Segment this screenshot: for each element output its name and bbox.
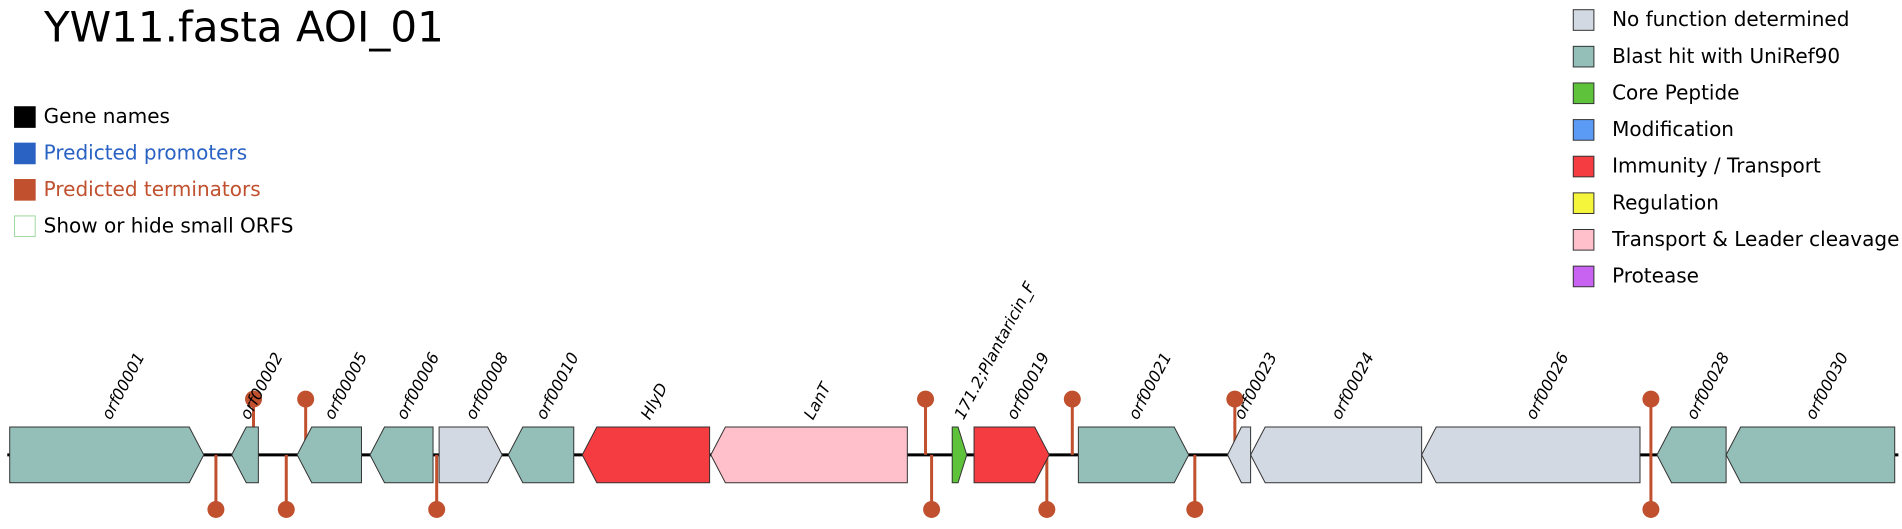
legend-label: Protease bbox=[1612, 264, 1699, 288]
gene[interactable] bbox=[369, 426, 434, 484]
legend-swatch bbox=[1572, 192, 1595, 214]
legend-label[interactable]: Show or hide small ORFS bbox=[44, 213, 294, 237]
gene-label[interactable]: orf00030 bbox=[1801, 349, 1852, 422]
legend-swatch bbox=[1572, 82, 1595, 105]
gene[interactable] bbox=[1077, 426, 1190, 484]
gene-label[interactable]: HlyD bbox=[637, 380, 672, 423]
gene[interactable] bbox=[581, 426, 711, 484]
legend-label: Modification bbox=[1612, 117, 1734, 141]
legend-swatch[interactable] bbox=[14, 106, 36, 128]
gene[interactable] bbox=[507, 426, 575, 484]
terminator[interactable] bbox=[917, 390, 935, 408]
legend-swatch bbox=[1572, 229, 1595, 251]
terminator[interactable] bbox=[1186, 500, 1204, 518]
terminator[interactable] bbox=[1642, 500, 1660, 518]
gene[interactable] bbox=[951, 426, 968, 484]
legend-swatch[interactable] bbox=[14, 142, 36, 165]
terminator[interactable] bbox=[923, 500, 941, 518]
terminator[interactable] bbox=[297, 390, 315, 408]
gene[interactable] bbox=[1421, 426, 1641, 484]
legend-label: No function determined bbox=[1612, 7, 1849, 31]
legend-label[interactable]: Gene names bbox=[44, 104, 170, 128]
terminator[interactable] bbox=[1226, 390, 1244, 408]
legend-label[interactable]: Predicted promoters bbox=[44, 141, 247, 165]
legend-label[interactable]: Predicted terminators bbox=[44, 177, 261, 201]
gene[interactable] bbox=[438, 426, 503, 484]
gene[interactable] bbox=[1250, 426, 1423, 484]
gene[interactable] bbox=[710, 426, 908, 484]
gene-label[interactable]: orf00024 bbox=[1327, 349, 1378, 422]
legend-swatch[interactable] bbox=[14, 215, 36, 238]
gene[interactable] bbox=[1227, 426, 1252, 484]
terminator[interactable] bbox=[245, 390, 263, 408]
legend-swatch bbox=[1572, 265, 1595, 288]
terminator[interactable] bbox=[1038, 500, 1056, 518]
legend-swatch bbox=[1572, 9, 1595, 31]
gene-label[interactable]: orf00023 bbox=[1230, 349, 1281, 422]
gene[interactable] bbox=[1656, 426, 1727, 484]
legend-swatch bbox=[1572, 155, 1595, 178]
legend-swatch bbox=[1572, 45, 1595, 68]
legend-label: Regulation bbox=[1612, 190, 1719, 214]
legend-swatch[interactable] bbox=[14, 179, 36, 201]
gene[interactable] bbox=[9, 426, 205, 484]
legend-label: Immunity / Transport bbox=[1612, 154, 1821, 178]
gene-label[interactable]: orf00002 bbox=[236, 349, 287, 422]
gene[interactable] bbox=[296, 426, 362, 484]
gene-label[interactable]: LanT bbox=[800, 378, 835, 422]
legend-swatch bbox=[1572, 119, 1595, 141]
gene-label[interactable]: orf00021 bbox=[1124, 349, 1175, 422]
gene-label[interactable]: orf00001 bbox=[97, 349, 148, 422]
gene-label[interactable]: orf00028 bbox=[1682, 349, 1733, 422]
gene[interactable] bbox=[1725, 426, 1896, 484]
gene[interactable] bbox=[973, 426, 1050, 484]
terminator[interactable] bbox=[1063, 390, 1081, 408]
legend-label: Core Peptide bbox=[1612, 80, 1739, 104]
gene-label[interactable]: orf00006 bbox=[392, 349, 443, 422]
gene-label[interactable]: orf00008 bbox=[461, 349, 512, 422]
gene-label[interactable]: orf00010 bbox=[532, 349, 583, 422]
page-title: YW11.fasta AOI_01 bbox=[43, 3, 444, 52]
terminator[interactable] bbox=[1642, 390, 1660, 408]
terminator[interactable] bbox=[207, 500, 225, 518]
terminator[interactable] bbox=[277, 500, 295, 518]
gene-label[interactable]: orf00019 bbox=[1002, 349, 1053, 422]
legend-label: Blast hit with UniRef90 bbox=[1612, 44, 1840, 68]
gene-label[interactable]: orf00005 bbox=[320, 349, 371, 422]
legend-label: Transport & Leader cleavage bbox=[1611, 227, 1899, 251]
gene-label[interactable]: orf00026 bbox=[1522, 349, 1573, 422]
gene[interactable] bbox=[231, 426, 259, 484]
terminator[interactable] bbox=[428, 500, 446, 518]
